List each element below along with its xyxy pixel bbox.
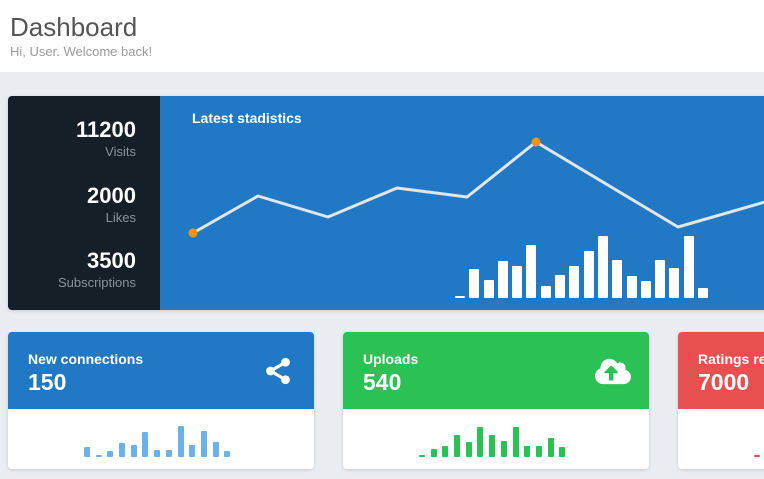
visits-label: Visits — [105, 144, 136, 159]
chart-title: Latest stadistics — [192, 110, 302, 126]
line-point-marker — [531, 137, 541, 147]
page-title: Dashboard — [10, 12, 138, 42]
cloud-arrow — [604, 365, 619, 380]
page-header: Dashboard Hi, User. Welcome back! — [0, 0, 764, 72]
subscriptions-value: 3500 — [87, 248, 136, 273]
card-body — [678, 409, 764, 469]
latest-statistics-chart: Latest stadistics — [160, 96, 764, 310]
likes-label: Likes — [105, 209, 136, 225]
card-value: 150 — [28, 369, 67, 395]
likes-value: 2000 — [87, 182, 136, 208]
card-value: 540 — [363, 369, 402, 395]
card-body — [8, 409, 314, 469]
card-label: Ratings received — [698, 351, 764, 367]
page-subtitle: Hi, User. Welcome back! — [10, 44, 153, 59]
summary-card-ratings-received[interactable]: Ratings received 7000 — [678, 332, 764, 469]
card-label: New connections — [28, 351, 144, 367]
stat-item-visits: 11200 Visits — [76, 117, 136, 160]
summary-card-uploads[interactable]: Uploads 540 — [343, 332, 649, 469]
card-header: Uploads 540 — [343, 332, 649, 409]
stat-item-likes: 2000 Likes — [87, 182, 136, 225]
card-body — [343, 409, 649, 469]
share-icon — [260, 356, 296, 386]
line-point-marker — [188, 228, 198, 238]
mini-bar-chart — [419, 427, 566, 457]
subscriptions-label: Subscriptions — [57, 275, 136, 290]
line-chart — [188, 137, 764, 238]
mini-bar-chart — [754, 455, 760, 457]
card-label: Uploads — [363, 351, 419, 367]
card-header: New connections 150 — [8, 332, 314, 409]
statistics-panel: 11200 Visits 2000 Likes 3500 Subscriptio… — [8, 96, 764, 310]
visits-value: 11200 — [76, 117, 136, 142]
card-header: Ratings received 7000 — [678, 332, 764, 409]
card-value: 7000 — [698, 369, 750, 395]
stat-item-subscriptions: 3500 Subscriptions — [57, 248, 136, 291]
line-path — [191, 140, 764, 235]
main-bar-chart — [455, 236, 709, 298]
cloud-upload-icon — [595, 356, 631, 386]
mini-bar-chart — [84, 426, 231, 457]
summary-card-new-connections[interactable]: New connections 150 — [8, 332, 314, 469]
stats-summary: 11200 Visits 2000 Likes 3500 Subscriptio… — [8, 96, 160, 310]
